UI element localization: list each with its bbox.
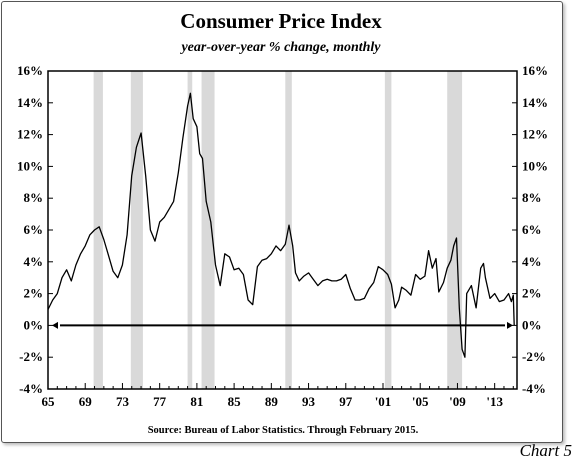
y-tick-label-right-8: 0% <box>522 317 542 332</box>
x-tick-label-9: '01 <box>375 394 392 409</box>
y-tick-label-left-7: 2% <box>24 286 44 301</box>
y-tick-label-left-9: -2% <box>19 349 43 364</box>
series-layer <box>47 92 515 358</box>
y-tick-label-right-4: 8% <box>522 190 542 205</box>
y-axis-labels-left: 16% 14% 12% 10% 8% 6% 4% 2% 0% -2% -4% <box>17 63 43 396</box>
chart-number: Chart 5 <box>520 441 572 460</box>
y-tick-label-left-1: 14% <box>17 95 43 110</box>
y-tick-label-right-7: 2% <box>522 286 542 301</box>
recession-band-5 <box>384 71 392 389</box>
x-tick-label-2: 73 <box>116 394 130 409</box>
y-tick-label-left-0: 16% <box>17 63 43 78</box>
recession-band-0 <box>93 71 103 389</box>
recession-band-1 <box>130 71 143 389</box>
y-tick-label-right-9: -2% <box>522 349 546 364</box>
x-tick-label-10: '05 <box>412 394 429 409</box>
y-tick-label-left-2: 12% <box>17 127 43 142</box>
x-tick-label-11: '09 <box>449 394 466 409</box>
x-tick-label-4: 81 <box>190 394 203 409</box>
y-tick-label-right-5: 6% <box>522 222 542 237</box>
source-note: Source: Bureau of Labor Statistics. Thro… <box>148 425 419 436</box>
zero-line-right-arrow <box>507 321 513 329</box>
y-tick-label-left-6: 4% <box>24 254 44 269</box>
axis-ticks <box>47 70 517 390</box>
y-tick-label-right-2: 12% <box>522 127 548 142</box>
x-tick-label-0: 65 <box>42 394 56 409</box>
y-tick-label-left-4: 8% <box>24 190 44 205</box>
recession-band-6 <box>447 71 463 389</box>
x-tick-label-6: 89 <box>265 394 279 409</box>
x-tick-label-8: 97 <box>339 394 353 409</box>
y-tick-label-left-10: -4% <box>19 381 43 396</box>
zero-line-left-arrow <box>52 321 58 329</box>
y-tick-label-right-0: 16% <box>522 63 548 78</box>
recession-bands <box>93 71 463 389</box>
cpi-series-line-0 <box>47 92 515 358</box>
y-tick-label-right-10: -4% <box>522 381 546 396</box>
y-tick-label-left-8: 0% <box>24 317 44 332</box>
x-tick-label-1: 69 <box>79 394 93 409</box>
x-tick-label-3: 77 <box>153 394 167 409</box>
chart-subtitle: year-over-year % change, monthly <box>179 40 381 55</box>
plot-area <box>47 70 518 390</box>
y-tick-label-left-3: 10% <box>17 158 43 173</box>
y-axis-labels-right: 16% 14% 12% 10% 8% 6% 4% 2% 0% -2% -4% <box>522 63 548 396</box>
recession-band-3 <box>201 71 215 389</box>
chart-title: Consumer Price Index <box>180 9 382 33</box>
x-tick-label-5: 85 <box>228 394 242 409</box>
x-tick-label-7: 93 <box>302 394 316 409</box>
x-axis-labels: 65 69 73 77 81 85 89 93 97 '01 '05 '09 '13 <box>42 394 504 409</box>
recession-band-2 <box>187 71 193 389</box>
y-tick-label-left-5: 6% <box>24 222 44 237</box>
x-tick-label-12: '13 <box>486 394 503 409</box>
y-tick-label-right-6: 4% <box>522 254 542 269</box>
y-tick-label-right-1: 14% <box>522 95 548 110</box>
y-tick-label-right-3: 10% <box>522 158 548 173</box>
